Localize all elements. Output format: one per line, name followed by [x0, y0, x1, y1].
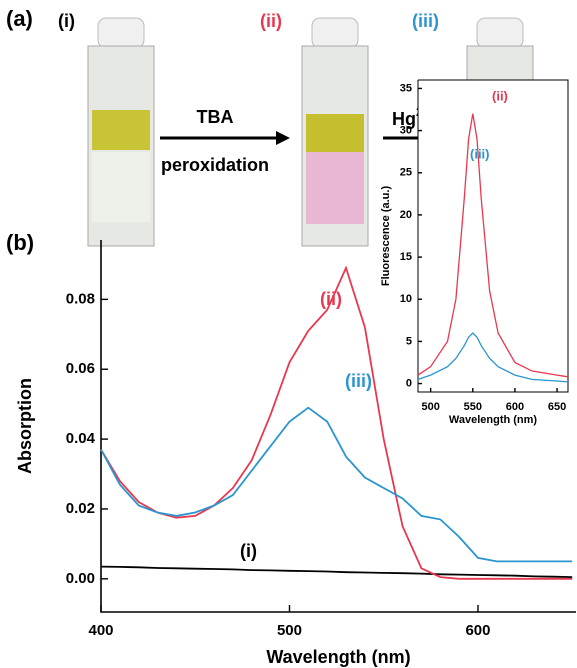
y-tick-label: 0.02 — [66, 500, 95, 517]
y-tick-label: 25 — [400, 167, 412, 179]
arrow-label-base: Hg — [392, 109, 416, 129]
y-tick-label: 15 — [400, 251, 412, 263]
series-line — [417, 113, 569, 378]
series-label: (iii) — [345, 371, 372, 391]
sample-label: (ii) — [260, 11, 282, 31]
y-tick-label: 10 — [400, 293, 412, 305]
y-tick-label: 5 — [406, 335, 412, 347]
series-line — [100, 565, 573, 578]
series-line — [417, 332, 569, 383]
y-tick-label: 0.08 — [66, 290, 95, 307]
y-tick-label: 35 — [400, 82, 412, 94]
inset-background — [418, 80, 568, 392]
series-label: (iii) — [470, 146, 490, 161]
x-tick-label: 600 — [506, 401, 524, 413]
y-axis-label: Absorption — [15, 378, 35, 474]
y-axis-label: Fluorescence (a.u.) — [380, 186, 392, 287]
arrow-label: peroxidation — [161, 155, 269, 175]
x-axis-label: Wavelength (nm) — [266, 647, 410, 667]
x-tick-label: 650 — [548, 401, 566, 413]
panel-label: (b) — [6, 230, 34, 255]
x-tick-label: 500 — [277, 622, 302, 639]
series-line — [100, 406, 573, 563]
y-tick-label: 0.00 — [66, 570, 95, 587]
series-label: (ii) — [492, 88, 508, 103]
panel-label: (a) — [6, 6, 33, 31]
y-tick-label: 0 — [406, 377, 412, 389]
sample-label: (iii) — [412, 11, 439, 31]
axis — [417, 79, 569, 393]
arrow-label: TBA — [197, 107, 234, 127]
series-label: (ii) — [320, 289, 342, 309]
y-tick-label: 30 — [400, 125, 412, 137]
series-label: (i) — [240, 541, 257, 561]
series-line — [100, 265, 573, 580]
y-tick-label: 0.04 — [66, 430, 96, 447]
x-tick-label: 400 — [88, 622, 113, 639]
x-tick-label: 600 — [465, 622, 490, 639]
x-tick-label: 500 — [421, 401, 439, 413]
x-tick-label: 550 — [464, 401, 482, 413]
y-tick-label: 0.06 — [66, 360, 95, 377]
sample-label: (i) — [58, 11, 75, 31]
y-tick-label: 20 — [400, 209, 412, 221]
x-axis-label: Wavelength (nm) — [449, 414, 538, 426]
